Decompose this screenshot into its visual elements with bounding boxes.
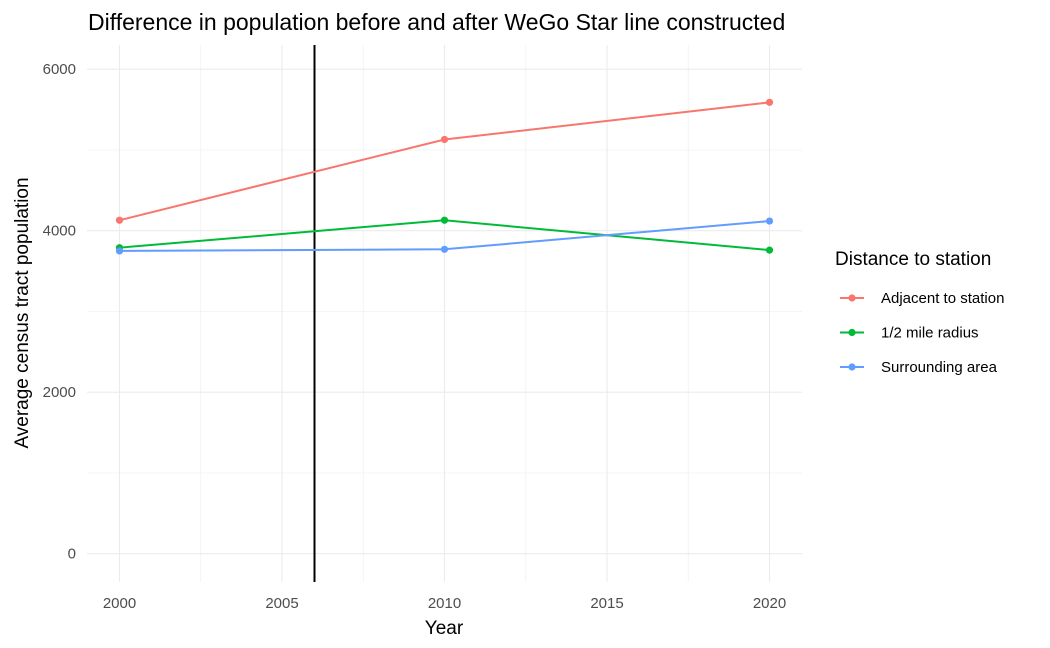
y-tick-labels: 0 2000 4000 6000 [43, 61, 76, 563]
series-0 [115, 98, 774, 224]
x-axis-title: Year [425, 618, 464, 639]
series-layer [115, 98, 774, 255]
legend: Distance to station Adjacent to station 1… [835, 249, 1004, 376]
series-2 [115, 217, 774, 255]
data-point [765, 217, 774, 225]
legend-item: Adjacent to station [840, 290, 1004, 307]
legend-label: Adjacent to station [881, 290, 1004, 307]
data-point [765, 98, 774, 106]
x-tick-label: 2010 [428, 595, 461, 612]
legend-key-point [848, 328, 856, 337]
data-point [440, 216, 449, 224]
y-tick-label: 0 [68, 546, 76, 563]
legend-item: Surrounding area [840, 359, 998, 376]
data-point [115, 247, 124, 255]
data-point [440, 245, 449, 253]
legend-label: Surrounding area [881, 359, 998, 376]
x-tick-label: 2000 [103, 595, 136, 612]
chart-title: Difference in population before and afte… [88, 9, 785, 35]
legend-title: Distance to station [835, 249, 991, 270]
legend-key-point [848, 363, 856, 371]
legend-item: 1/2 mile radius [840, 325, 979, 342]
y-tick-label: 2000 [43, 384, 76, 401]
data-point [765, 246, 774, 254]
y-axis-title: Average census tract population [12, 177, 33, 448]
y-tick-label: 4000 [43, 223, 76, 240]
y-tick-label: 6000 [43, 61, 76, 78]
x-tick-label: 2005 [265, 595, 298, 612]
x-tick-labels: 2000 2005 2010 2015 2020 [103, 595, 786, 612]
legend-key-point [848, 294, 856, 302]
x-tick-label: 2020 [753, 595, 786, 612]
x-tick-label: 2015 [590, 595, 623, 612]
data-point [440, 135, 449, 144]
grid [87, 45, 802, 582]
legend-label: 1/2 mile radius [881, 325, 979, 342]
data-point [115, 216, 124, 224]
